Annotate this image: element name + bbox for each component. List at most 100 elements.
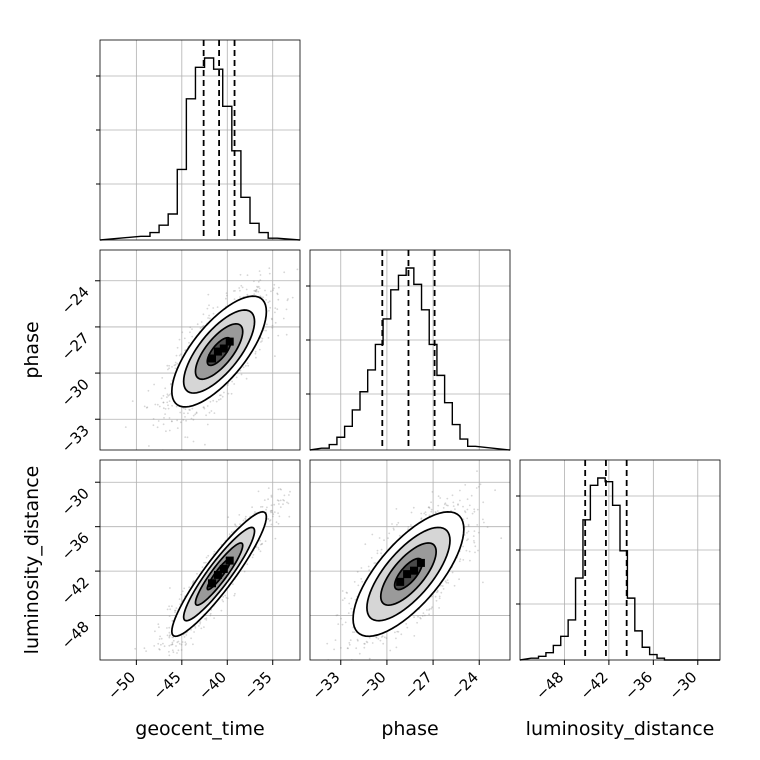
scatter-point xyxy=(254,290,257,293)
scatter-point xyxy=(176,427,179,429)
scatter-point xyxy=(240,373,243,376)
x-tick-label-geocent_time: −35 xyxy=(240,668,275,703)
scatter-point xyxy=(146,406,149,409)
scatter-point xyxy=(276,292,279,295)
scatter-point xyxy=(253,293,256,295)
scatter-point xyxy=(167,404,169,407)
scatter-point xyxy=(246,274,249,277)
scatter-point xyxy=(446,579,449,581)
scatter-point xyxy=(225,297,227,300)
scatter-point xyxy=(168,364,171,367)
scatter-point xyxy=(434,511,437,513)
scatter-point xyxy=(246,293,249,296)
scatter-point xyxy=(428,507,431,509)
scatter-point xyxy=(368,569,371,572)
scatter-point xyxy=(170,644,173,646)
scatter-point xyxy=(175,645,177,647)
scatter-point xyxy=(192,581,195,584)
density-peak xyxy=(416,558,425,567)
scatter-point xyxy=(464,484,467,486)
scatter-point xyxy=(259,279,262,281)
scatter-point xyxy=(458,560,461,563)
scatter-point xyxy=(476,508,479,511)
scatter-point xyxy=(363,646,366,649)
scatter-point xyxy=(174,611,176,614)
scatter-point xyxy=(189,331,191,334)
scatter-point xyxy=(468,550,471,553)
scatter-point xyxy=(270,504,273,507)
scatter-point xyxy=(203,561,206,564)
scatter-point xyxy=(443,503,446,506)
scatter-point xyxy=(163,417,165,419)
scatter-point xyxy=(160,397,163,400)
scatter-point xyxy=(273,283,276,286)
scatter-point xyxy=(467,530,470,533)
scatter-point xyxy=(268,309,270,312)
x-tick-label-luminosity_distance: −30 xyxy=(665,668,700,703)
scatter-point xyxy=(260,341,262,343)
scatter-point xyxy=(374,562,377,564)
scatter-point xyxy=(441,585,444,587)
scatter-point xyxy=(261,337,264,340)
scatter-point xyxy=(258,348,261,351)
scatter-point xyxy=(218,394,221,397)
scatter-point xyxy=(346,647,349,650)
scatter-point xyxy=(152,424,155,427)
scatter-point xyxy=(208,304,210,307)
scatter-point xyxy=(171,649,174,652)
scatter-point xyxy=(231,380,234,383)
scatter-point xyxy=(274,537,277,540)
histogram-luminosity_distance xyxy=(519,477,720,661)
x-axis-label-luminosity_distance: luminosity_distance xyxy=(526,718,715,740)
scatter-point xyxy=(185,419,188,422)
scatter-point xyxy=(400,633,403,636)
scatter-point xyxy=(171,643,174,646)
density-peak xyxy=(219,564,228,573)
scatter-point xyxy=(199,622,202,625)
scatter-point xyxy=(191,335,194,338)
scatter-point xyxy=(164,387,167,390)
scatter-point xyxy=(242,366,245,369)
scatter-point xyxy=(277,298,280,301)
scatter-point xyxy=(428,506,430,509)
scatter-point xyxy=(247,364,250,367)
panel-background xyxy=(520,460,720,660)
scatter-point xyxy=(246,563,249,566)
scatter-point xyxy=(194,625,196,628)
scatter-point xyxy=(360,567,363,569)
scatter-point xyxy=(174,609,177,612)
scatter-point xyxy=(215,400,218,403)
scatter-point xyxy=(143,647,146,650)
scatter-point xyxy=(416,621,418,624)
scatter-point xyxy=(226,294,228,297)
scatter-point xyxy=(234,290,236,292)
scatter-point xyxy=(462,518,465,521)
scatter-point xyxy=(168,615,171,617)
scatter-point xyxy=(174,361,177,364)
scatter-point xyxy=(425,513,427,516)
scatter-point xyxy=(234,523,236,526)
scatter-point xyxy=(267,498,269,501)
scatter-point xyxy=(205,414,208,417)
scatter-point xyxy=(181,590,184,593)
scatter-point xyxy=(152,418,155,420)
scatter-point xyxy=(444,502,447,505)
scatter-point xyxy=(212,399,215,402)
scatter-point xyxy=(182,419,185,421)
scatter-point xyxy=(192,440,195,443)
scatter-point xyxy=(271,511,274,514)
scatter-point xyxy=(191,407,194,410)
scatter-point xyxy=(160,637,163,640)
joint-panel-phase-luminosity_distance xyxy=(309,459,511,661)
scatter-point xyxy=(224,594,227,597)
scatter-point xyxy=(347,647,349,650)
scatter-point xyxy=(136,692,138,694)
scatter-point xyxy=(454,508,456,511)
scatter-point xyxy=(265,294,268,296)
scatter-point xyxy=(451,571,454,574)
scatter-point xyxy=(337,623,340,625)
scatter-point xyxy=(158,648,161,650)
scatter-point xyxy=(233,594,236,597)
scatter-point xyxy=(420,512,423,515)
x-axis-label-geocent_time: geocent_time xyxy=(135,718,264,740)
